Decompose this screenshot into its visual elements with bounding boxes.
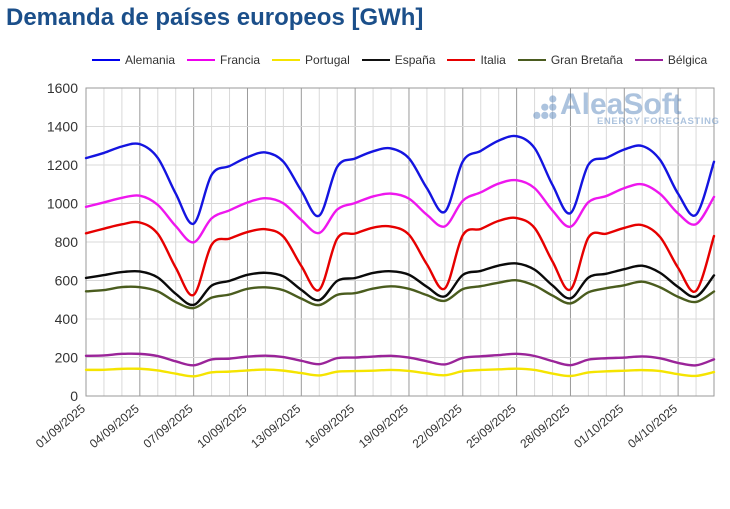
svg-text:28/09/2025: 28/09/2025 [517, 401, 572, 451]
svg-text:400: 400 [55, 311, 79, 327]
svg-text:1600: 1600 [47, 80, 78, 96]
svg-text:800: 800 [55, 234, 79, 250]
svg-text:13/09/2025: 13/09/2025 [248, 401, 303, 451]
svg-text:07/09/2025: 07/09/2025 [141, 401, 196, 451]
svg-text:600: 600 [55, 273, 79, 289]
svg-text:16/09/2025: 16/09/2025 [302, 401, 357, 451]
svg-text:200: 200 [55, 350, 79, 366]
svg-text:01/10/2025: 01/10/2025 [571, 401, 626, 451]
svg-text:19/09/2025: 19/09/2025 [356, 401, 411, 451]
svg-text:1200: 1200 [47, 157, 78, 173]
svg-text:10/09/2025: 10/09/2025 [194, 401, 249, 451]
svg-text:ENERGY FORECASTING: ENERGY FORECASTING [597, 116, 720, 127]
svg-text:22/09/2025: 22/09/2025 [410, 401, 465, 451]
svg-text:1400: 1400 [47, 119, 78, 135]
svg-text:01/09/2025: 01/09/2025 [33, 401, 88, 451]
svg-text:04/09/2025: 04/09/2025 [87, 401, 142, 451]
svg-text:25/09/2025: 25/09/2025 [464, 401, 519, 451]
svg-text:0: 0 [70, 388, 78, 404]
svg-text:04/10/2025: 04/10/2025 [625, 401, 680, 451]
svg-text:1000: 1000 [47, 196, 78, 212]
